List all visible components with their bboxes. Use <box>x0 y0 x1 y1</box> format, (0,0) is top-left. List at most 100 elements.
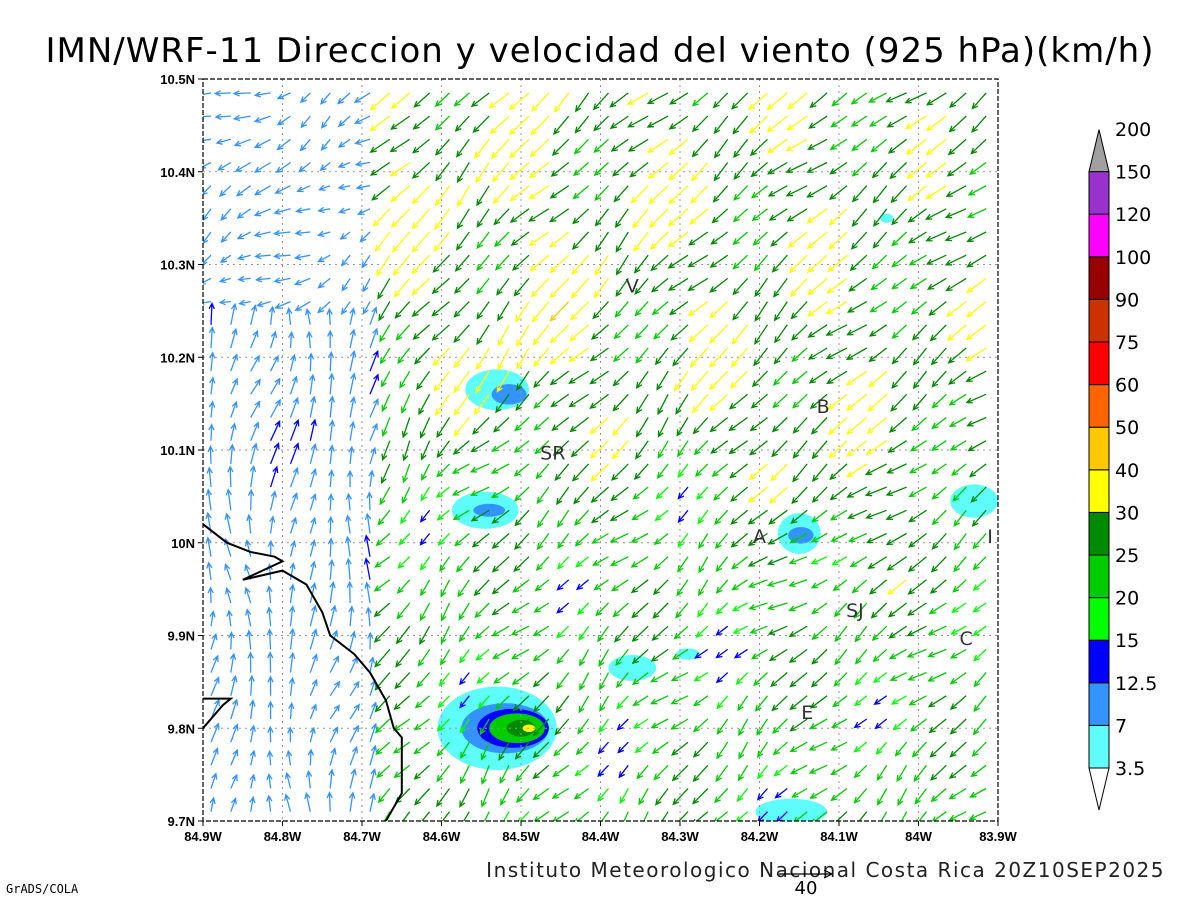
wind-vector-1181 <box>905 138 927 155</box>
wind-vector-1236 <box>947 347 967 364</box>
wind-vector-37 <box>230 674 238 696</box>
wind-vector-245 <box>349 307 356 325</box>
wind-vector-1219 <box>949 741 967 758</box>
wind-vector-163 <box>309 726 316 743</box>
wind-vector-1053 <box>829 138 848 150</box>
wind-vector-767 <box>646 92 669 105</box>
wind-vector-421 <box>459 695 470 709</box>
wind-vector-877 <box>730 509 749 525</box>
wind-vector-598 <box>549 301 570 322</box>
wind-vector-668 <box>593 162 609 177</box>
wind-vector-1164 <box>908 532 927 548</box>
wind-vector-937 <box>767 602 788 611</box>
wind-vector-954 <box>768 208 788 221</box>
wind-vector-757 <box>653 324 669 340</box>
wind-vector-715 <box>630 556 649 568</box>
wind-vector-15 <box>207 445 214 464</box>
wind-vector-843 <box>715 556 729 573</box>
wind-vector-220 <box>319 161 331 172</box>
wind-vector-555 <box>535 556 550 571</box>
wind-vector-162 <box>307 748 314 766</box>
wind-vector-629 <box>569 324 590 342</box>
wind-vector-345 <box>391 231 411 253</box>
lon-tick-label-3: 84.6W <box>423 829 461 844</box>
wind-vector-1046 <box>825 301 848 315</box>
wind-vector-431 <box>451 463 470 474</box>
wind-vector-325 <box>393 695 411 711</box>
wind-vector-1260 <box>972 533 987 550</box>
wind-vector-272 <box>369 422 378 441</box>
wind-vector-777 <box>675 602 689 619</box>
wind-vector-826 <box>689 208 709 225</box>
colorbar-label-5: 25 <box>1115 545 1139 567</box>
wind-vector-793 <box>667 231 689 248</box>
wind-vector-205 <box>327 492 335 511</box>
wind-vector-204 <box>327 515 334 534</box>
wind-vector-566 <box>531 301 550 323</box>
wind-vector-978 <box>792 393 808 409</box>
wind-vector-1174 <box>910 301 927 315</box>
wind-vector-753 <box>657 417 669 438</box>
wind-vector-105 <box>266 585 273 604</box>
wind-vector-320 <box>402 811 411 821</box>
wind-vector-797 <box>668 138 689 156</box>
wind-vector-994 <box>808 764 828 774</box>
wind-vector-1032 <box>834 625 848 643</box>
wind-vector-1000 <box>811 625 828 641</box>
wind-vector-75 <box>244 539 252 557</box>
wind-vector-138 <box>289 562 296 580</box>
wind-vector-1086 <box>850 115 868 127</box>
wind-vector-889 <box>732 231 749 245</box>
wind-vector-93 <box>233 138 251 147</box>
wind-vector-312 <box>376 254 391 277</box>
lon-tick-label-10: 83.9W <box>979 829 1017 844</box>
wind-vector-1173 <box>911 324 927 341</box>
wind-vector-176 <box>309 418 317 441</box>
wind-vector-745 <box>652 602 669 619</box>
wind-vector-1003 <box>810 556 828 565</box>
wind-vector-249 <box>339 231 351 240</box>
wind-vector-199 <box>329 629 339 650</box>
wind-vector-1198 <box>931 486 947 500</box>
wind-vector-1264 <box>967 440 987 452</box>
wind-vector-1110 <box>869 301 888 313</box>
wind-vector-193 <box>328 768 335 789</box>
wind-vector-47 <box>228 443 236 464</box>
wind-vector-1052 <box>829 161 848 175</box>
wind-vector-1275 <box>967 185 987 196</box>
wind-vector-1042 <box>827 393 848 410</box>
wind-vector-905 <box>748 602 768 611</box>
wind-vector-458 <box>473 579 490 597</box>
wind-vector-342 <box>394 301 411 319</box>
wind-vector-248 <box>341 254 351 267</box>
wind-vector-624 <box>570 440 590 458</box>
wind-vector-190 <box>300 115 311 129</box>
wind-vector-752 <box>657 440 669 459</box>
wind-vector-893 <box>733 138 749 159</box>
wind-vector-990 <box>786 115 808 131</box>
lat-tick-label-6: 10.3N <box>160 258 195 273</box>
wind-vector-1204 <box>930 347 947 366</box>
wind-vector-768 <box>674 811 689 821</box>
wind-vector-84 <box>250 329 259 349</box>
wind-vector-682 <box>611 579 629 592</box>
wind-vector-1018 <box>806 208 828 224</box>
wind-vector-212 <box>327 329 334 348</box>
wind-vector-210 <box>328 372 335 395</box>
wind-vector-527 <box>513 463 530 477</box>
wind-vector-1021 <box>807 138 828 150</box>
wind-vector-1062 <box>854 672 868 686</box>
wind-vector-347 <box>390 185 411 203</box>
wind-vector-11 <box>205 536 212 557</box>
wind-vector-861 <box>713 138 729 159</box>
wind-vector-708 <box>633 718 649 729</box>
wind-vector-149 <box>286 307 293 325</box>
wind-vector-192 <box>326 791 333 812</box>
wind-vector-382 <box>412 115 431 130</box>
wind-vector-644 <box>598 718 610 734</box>
wind-vector-112 <box>270 419 281 441</box>
wind-vector-10 <box>206 561 213 580</box>
wind-vector-307 <box>380 370 391 388</box>
wind-vector-101 <box>267 675 274 696</box>
wind-vector-131 <box>287 726 294 743</box>
